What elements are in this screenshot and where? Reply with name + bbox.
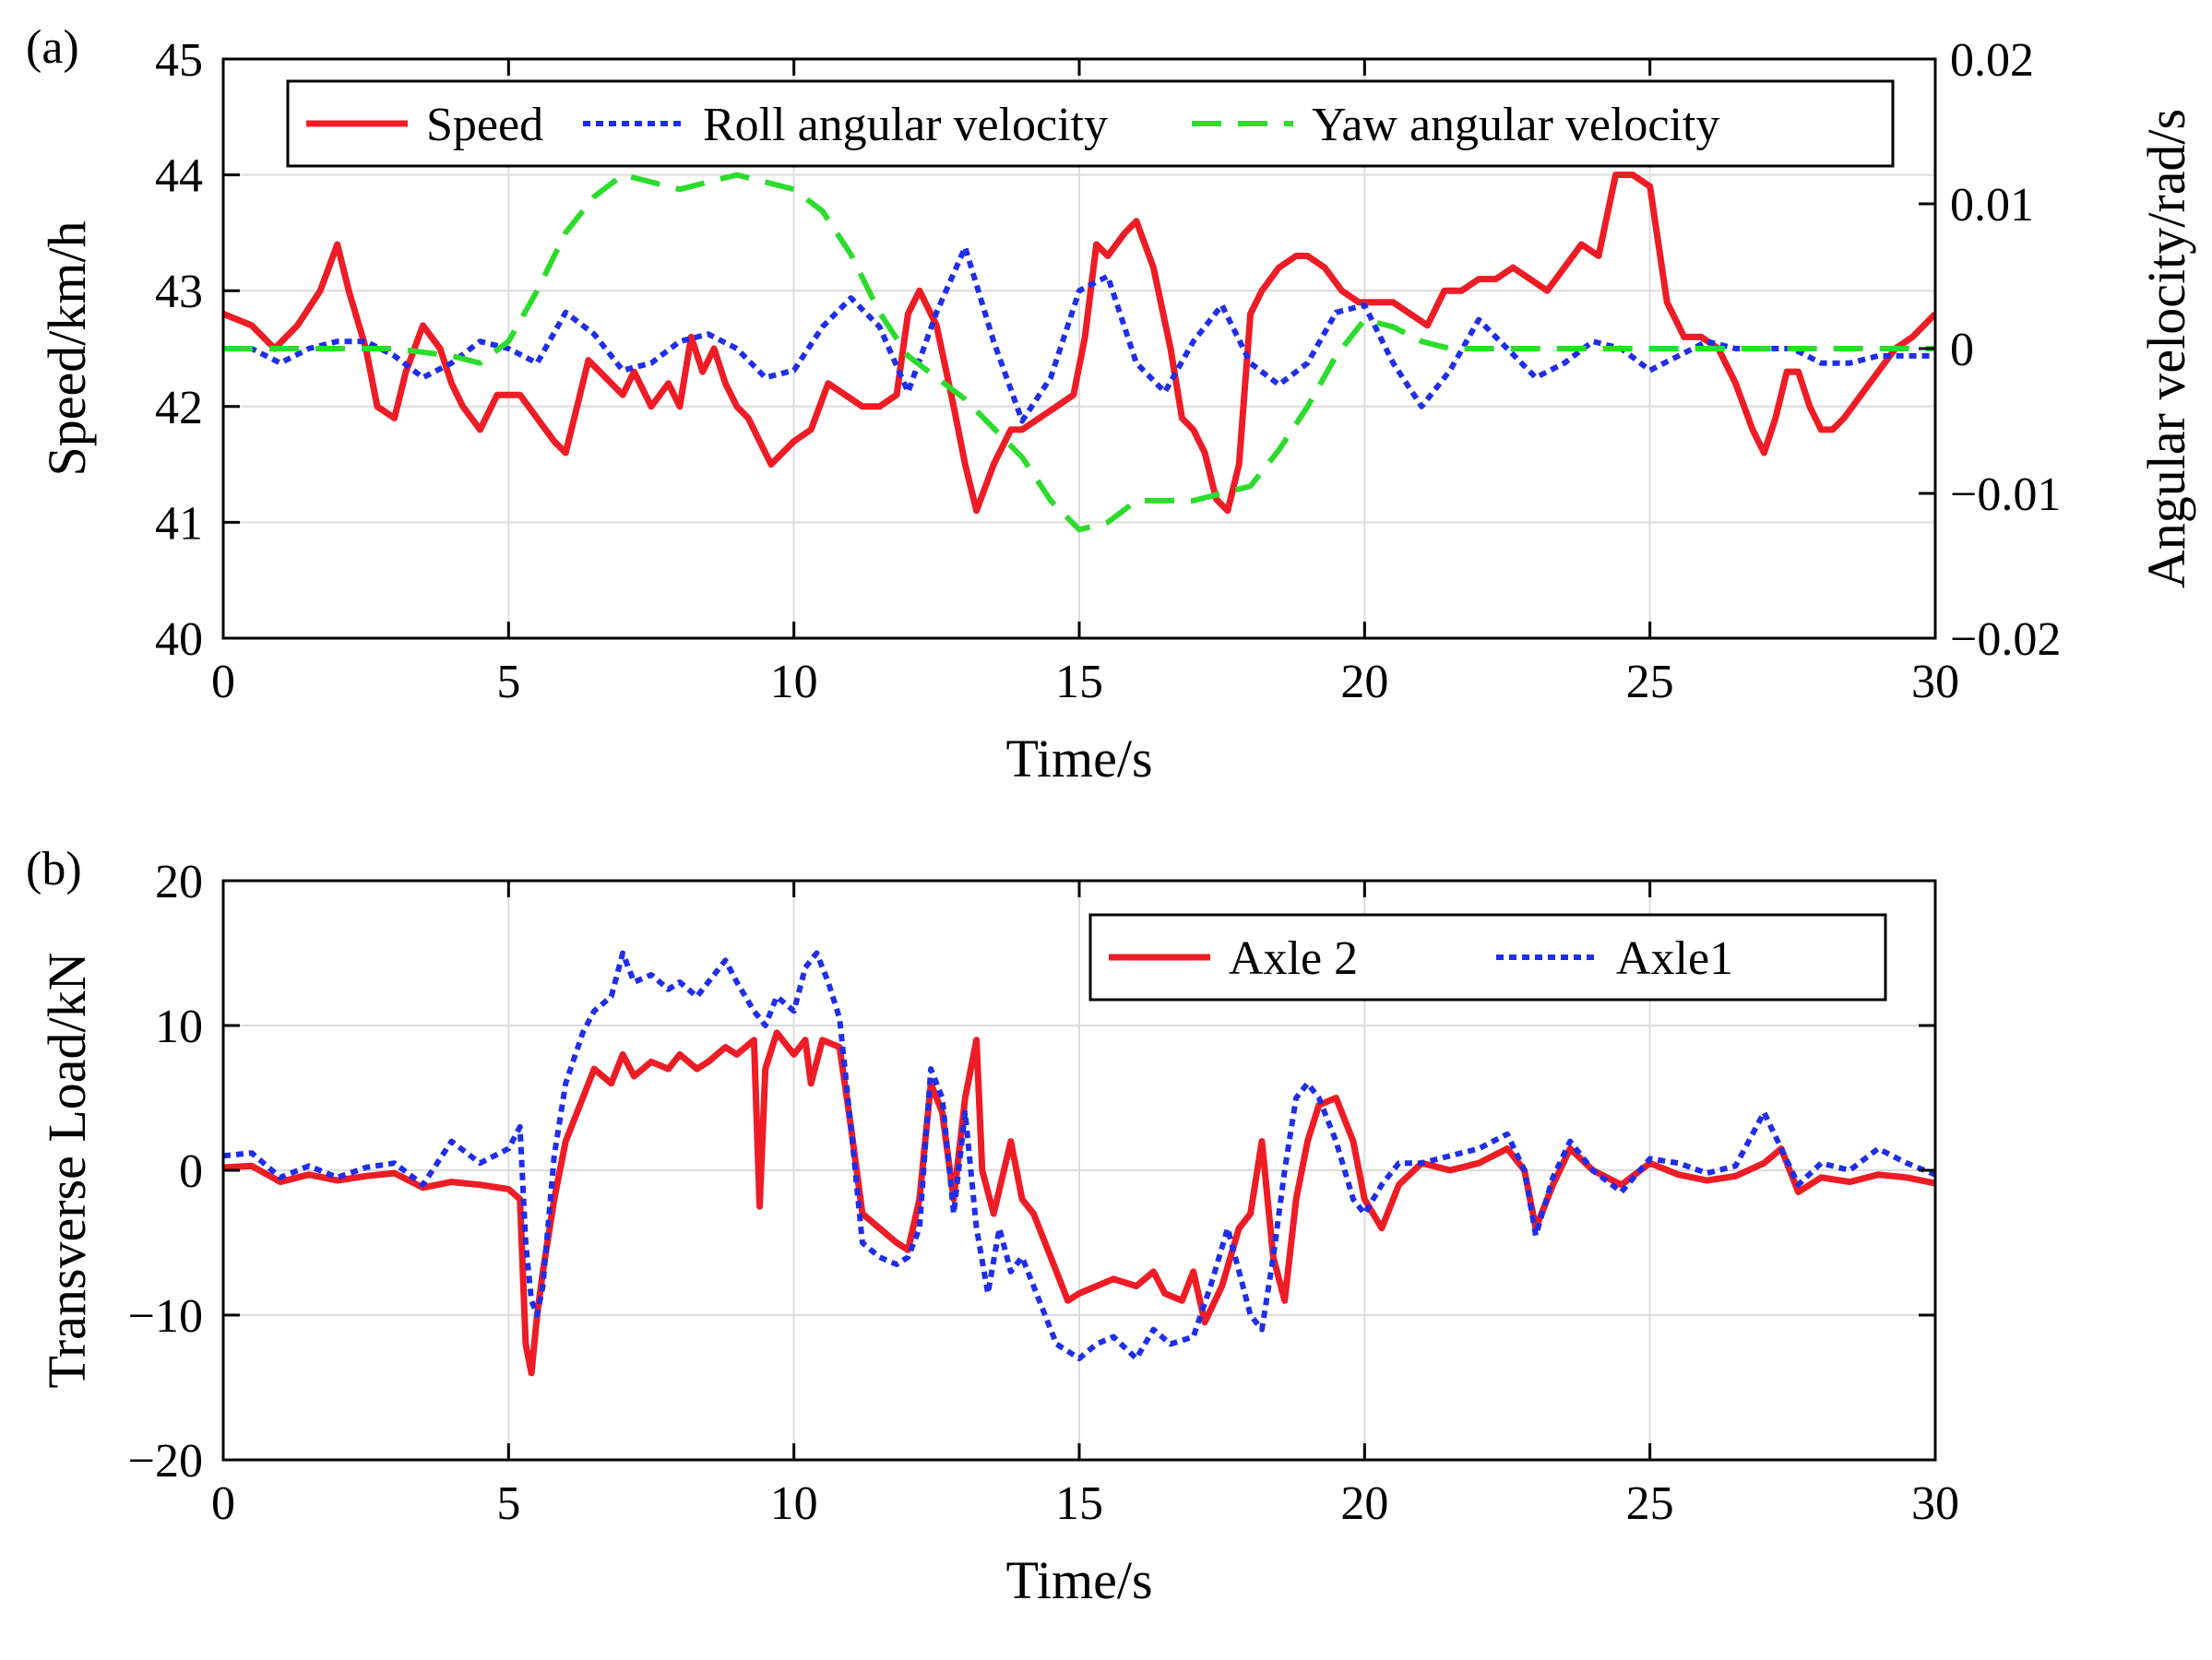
- chart-a: 0 5 10 15 20 25 30 40 41 42 43 44 45 −0.02 −0.01 0 0.01 0…: [26, 21, 2196, 788]
- series-line-roll-angular-velocity: [223, 244, 1935, 424]
- panel-label: (a): [26, 21, 79, 74]
- legend-label: Yaw angular velocity: [1312, 99, 1719, 151]
- chart-b: 0 5 10 15 20 25 30 −20 −10 0 10 20 Time/s Transverse …: [26, 843, 1959, 1610]
- legend-label: Axle1: [1616, 932, 1733, 985]
- y-right-tick-label: 0.02: [1950, 34, 2034, 87]
- x-tick-label: 20: [1340, 1477, 1388, 1530]
- x-tick-label: 5: [496, 656, 520, 708]
- y-right-tick-label: −0.02: [1950, 613, 2061, 666]
- x-tick-label: 15: [1055, 1477, 1103, 1530]
- legend-label: Axle 2: [1229, 932, 1358, 985]
- legend-box: [1088, 913, 1887, 1002]
- x-tick-label: 25: [1626, 1477, 1674, 1530]
- legend-label: Speed: [426, 99, 543, 151]
- x-tick-label: 10: [770, 1477, 818, 1530]
- y-tick-label: −20: [128, 1435, 203, 1488]
- x-tick-label: 0: [211, 1477, 235, 1530]
- y-axis-label: Transverse Load/kN: [37, 952, 97, 1388]
- y-tick-label: 45: [155, 34, 203, 87]
- x-tick-label: 15: [1055, 656, 1103, 708]
- x-axis-label: Time/s: [1005, 729, 1152, 788]
- y-tick-label: −10: [128, 1290, 203, 1343]
- legend-box: [286, 79, 1895, 168]
- y-right-tick-label: 0.01: [1950, 179, 2034, 231]
- y-tick-label: 41: [155, 497, 203, 550]
- x-tick-label: 20: [1340, 656, 1388, 708]
- x-tick-label: 25: [1626, 656, 1674, 708]
- y-right-tick-label: −0.01: [1950, 468, 2061, 521]
- y-right-tick-label: 0: [1950, 324, 1974, 376]
- series-line-yaw-angular-velocity: [223, 172, 1935, 533]
- x-axis-label: Time/s: [1005, 1550, 1152, 1610]
- y-tick-label: 20: [155, 856, 203, 908]
- y-right-axis-label: Angular velocity/rad/s: [2136, 109, 2196, 588]
- x-tick-label: 0: [211, 656, 235, 708]
- x-tick-label: 30: [1911, 1477, 1959, 1530]
- y-tick-label: 40: [155, 613, 203, 666]
- y-tick-label: 42: [155, 382, 203, 434]
- x-tick-label: 30: [1911, 656, 1959, 708]
- y-tick-label: 44: [155, 150, 203, 203]
- y-tick-label: 43: [155, 266, 203, 318]
- panel-label: (b): [26, 843, 82, 895]
- x-tick-label: 10: [770, 656, 818, 708]
- series-line-axle1: [223, 950, 1935, 1362]
- y-tick-label: 0: [179, 1145, 203, 1198]
- x-tick-label: 5: [496, 1477, 520, 1530]
- y-tick-label: 10: [155, 1001, 203, 1053]
- series-line-speed: [223, 172, 1935, 515]
- legend-label: Roll angular velocity: [703, 99, 1108, 151]
- y-axis-label: Speed/km/h: [37, 220, 97, 476]
